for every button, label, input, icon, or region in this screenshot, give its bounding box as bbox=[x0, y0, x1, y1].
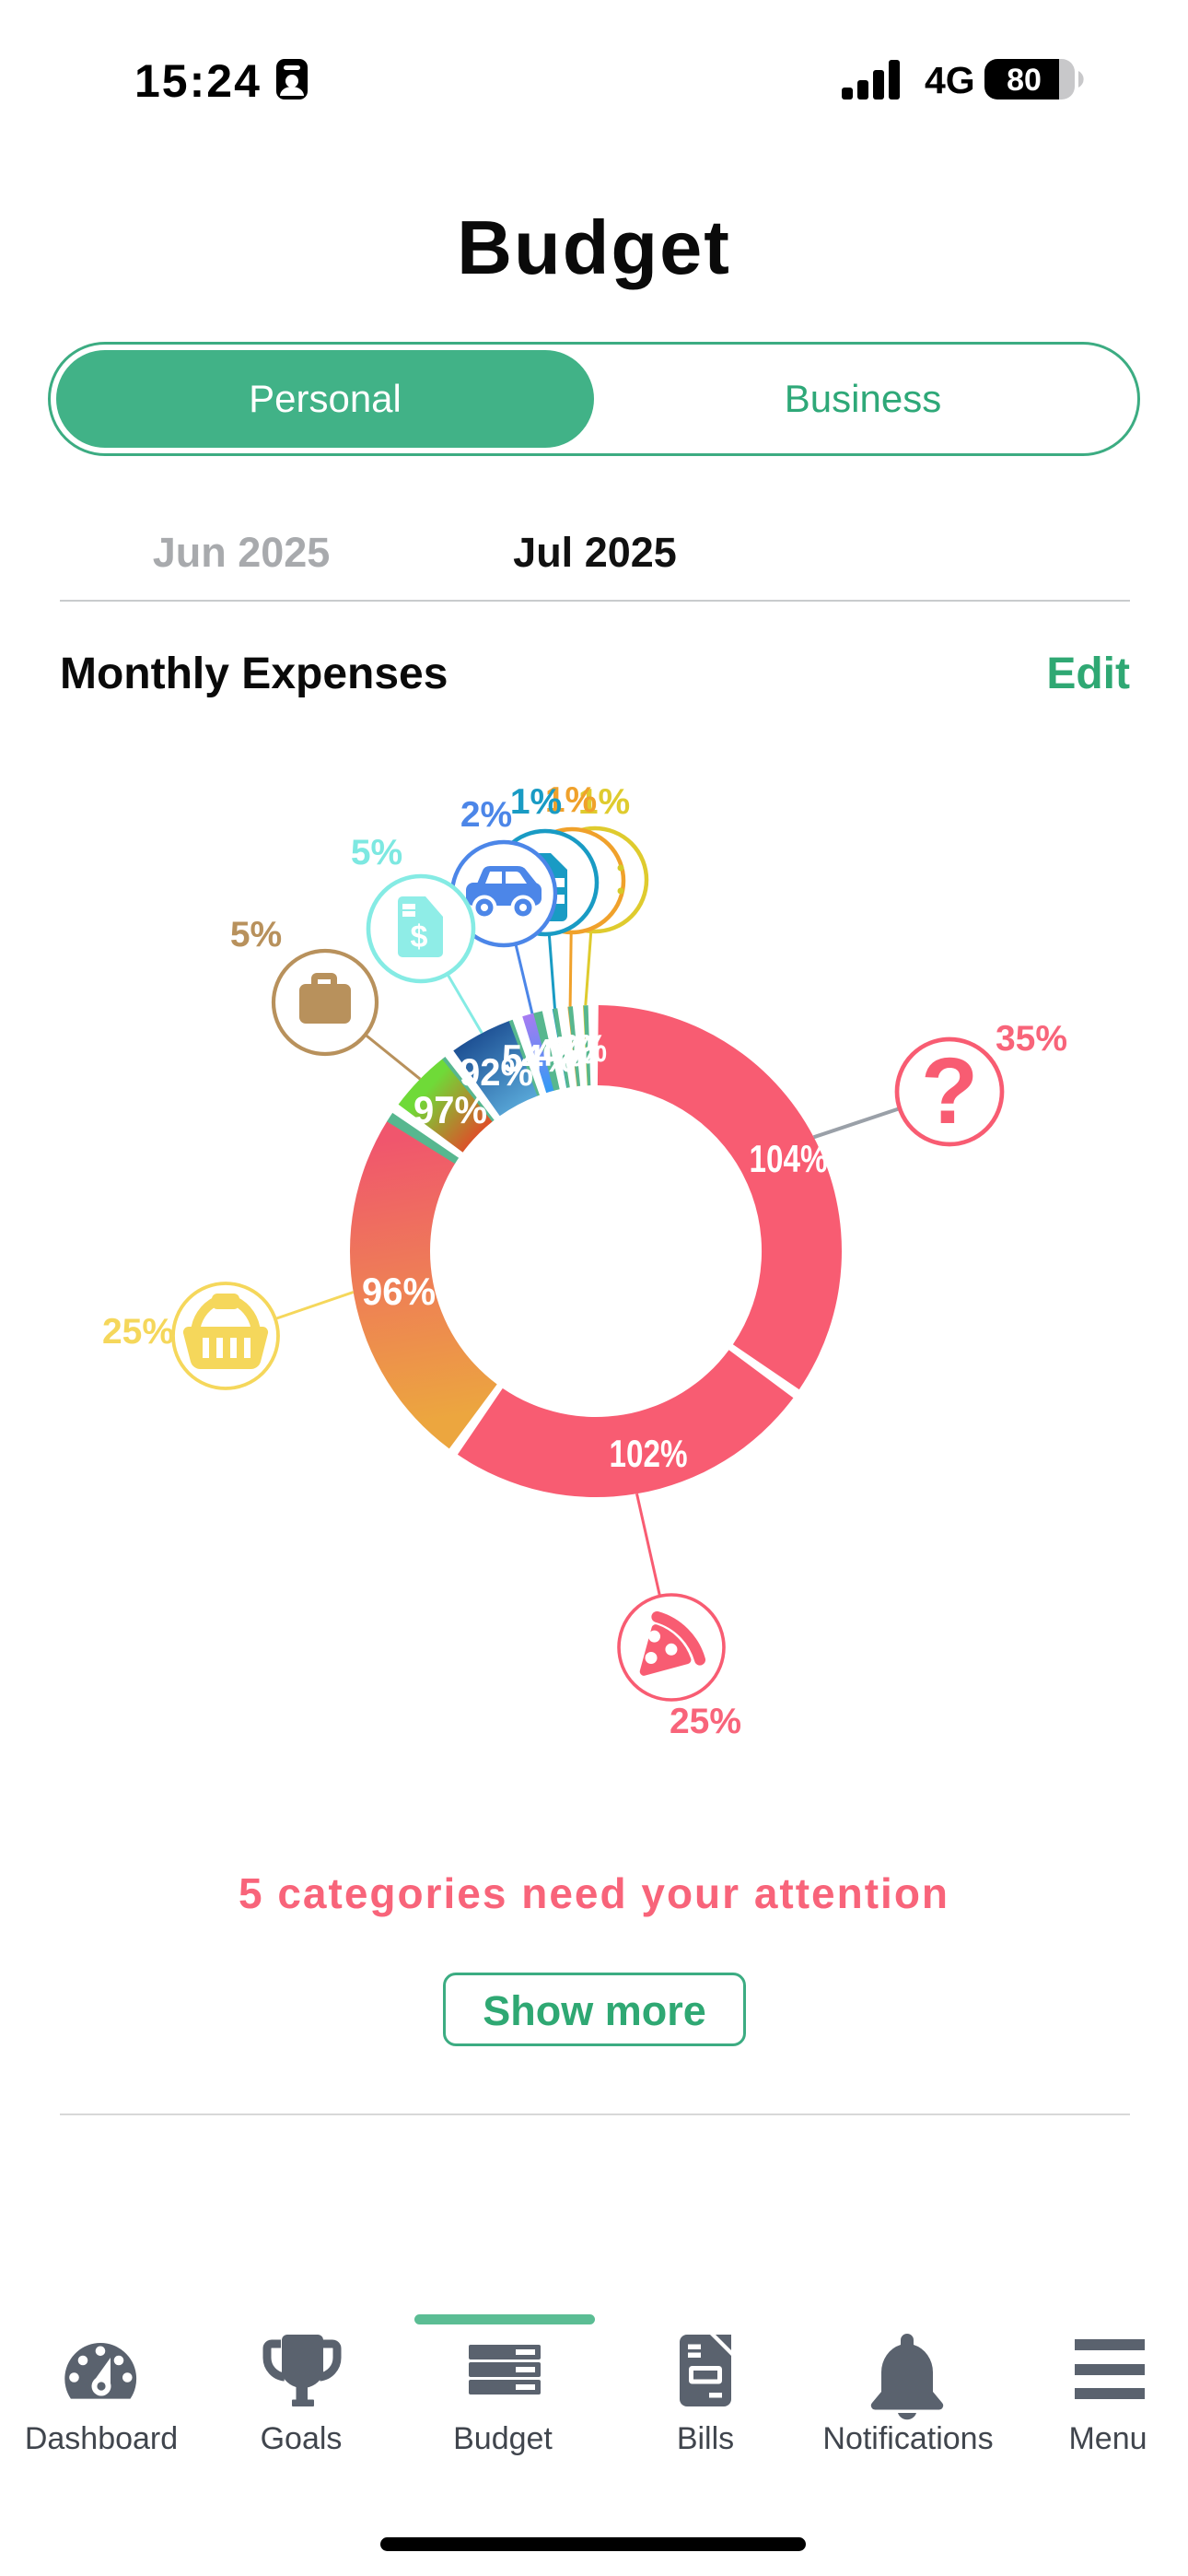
svg-text:4G: 4G bbox=[925, 59, 975, 101]
svg-text:5%: 5% bbox=[230, 915, 282, 954]
svg-text:35%: 35% bbox=[996, 1019, 1067, 1059]
svg-text:?: ? bbox=[921, 1038, 978, 1143]
svg-text:54%: 54% bbox=[502, 1036, 576, 1080]
svg-text:4%: 4% bbox=[535, 1031, 583, 1074]
svg-text:102%: 102% bbox=[610, 1432, 688, 1475]
svg-text:25%: 25% bbox=[102, 1312, 174, 1352]
svg-text:25%: 25% bbox=[670, 1702, 741, 1741]
svg-text:1%: 1% bbox=[545, 780, 597, 820]
svg-text:2%: 2% bbox=[460, 795, 512, 835]
svg-text:80: 80 bbox=[1007, 63, 1042, 98]
svg-text:97%: 97% bbox=[413, 1088, 487, 1131]
svg-text:96%: 96% bbox=[362, 1270, 436, 1313]
svg-text:$: $ bbox=[411, 919, 428, 954]
svg-text:0%: 0% bbox=[563, 1026, 607, 1070]
svg-text:92%: 92% bbox=[460, 1050, 533, 1094]
svg-text:104%: 104% bbox=[750, 1137, 828, 1180]
svg-text:1%: 1% bbox=[552, 1028, 594, 1071]
svg-text:5%: 5% bbox=[351, 833, 402, 872]
svg-text:1%: 1% bbox=[578, 782, 630, 822]
svg-text:1%: 1% bbox=[510, 782, 562, 822]
